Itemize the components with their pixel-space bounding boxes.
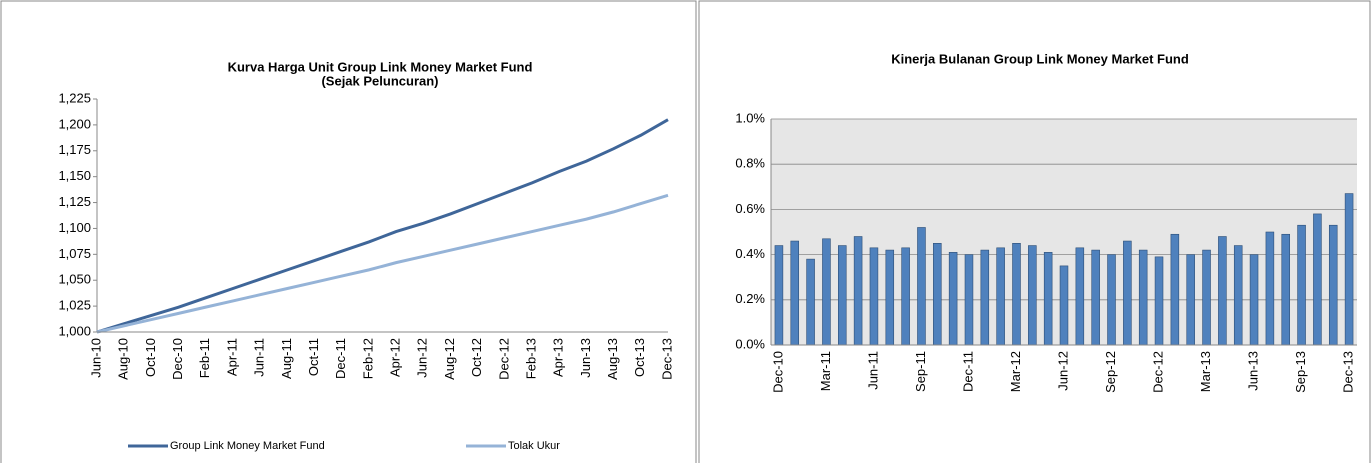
y-tick-label: 0.8% [735, 156, 765, 171]
legend-label: Tolak Ukur [508, 440, 560, 452]
bar [964, 254, 974, 346]
bar [1249, 254, 1259, 346]
x-tick-label: Dec-12 [1150, 351, 1165, 393]
y-tick-label: 1,150 [58, 168, 91, 183]
x-tick-label: Jun-13 [1245, 351, 1260, 391]
bar [885, 249, 895, 346]
x-tick-label: Jun-11 [865, 351, 880, 390]
x-tick-label: Sep-11 [913, 351, 928, 392]
x-tick-label: Apr-11 [224, 338, 239, 376]
x-tick-label: Feb-13 [523, 338, 538, 379]
x-tick-label: Mar-13 [1198, 351, 1213, 392]
bar [1297, 224, 1306, 346]
bar [1028, 245, 1037, 346]
bar [869, 247, 879, 346]
x-tick-label: Oct-10 [143, 338, 158, 377]
y-tick-label: 1,050 [58, 272, 91, 287]
bar [1012, 243, 1021, 346]
y-tick-label: 1,225 [58, 90, 91, 105]
y-tick-label: 1,200 [58, 116, 91, 131]
x-tick-label: Aug-11 [279, 338, 294, 379]
bar [1218, 236, 1227, 346]
chart-title: Kinerja Bulanan Group Link Money Market … [891, 51, 1189, 66]
y-tick-label: 0.4% [735, 246, 765, 261]
y-tick-label: 0.6% [735, 201, 765, 216]
x-tick-label: Aug-12 [442, 338, 457, 380]
bar [917, 227, 926, 346]
x-tick-label: Oct-12 [469, 338, 484, 377]
bar [1265, 231, 1275, 346]
x-tick-label: Dec-12 [496, 338, 511, 380]
x-tick-label: Sep-12 [1103, 351, 1118, 393]
x-tick-label: Mar-11 [818, 351, 833, 391]
y-tick-label: 1,175 [58, 142, 91, 157]
y-tick-label: 1,075 [58, 246, 91, 261]
x-tick-label: Apr-12 [388, 338, 403, 377]
bar [1043, 252, 1053, 346]
x-tick-label: Oct-13 [632, 338, 647, 377]
legend-label: Group Link Money Market Fund [170, 440, 325, 452]
y-tick-label: 0.0% [735, 336, 765, 351]
x-tick-label: Jun-11 [252, 338, 267, 377]
x-tick-label: Oct-11 [306, 338, 321, 376]
bar [853, 236, 863, 346]
y-tick-label: 1,025 [58, 298, 91, 313]
x-tick-label: Jun-10 [88, 338, 103, 378]
x-tick-label: Aug-13 [605, 338, 620, 380]
x-tick-label: Apr-13 [551, 338, 566, 377]
x-tick-label: Feb-11 [197, 338, 212, 378]
bar [1170, 233, 1180, 346]
bar [996, 247, 1005, 346]
bar [1075, 247, 1085, 346]
y-tick-label: 1,100 [58, 220, 91, 235]
chart-title: Kurva Harga Unit Group Link Money Market… [228, 59, 533, 74]
x-tick-label: Aug-10 [116, 338, 131, 380]
bar [1344, 193, 1354, 346]
bar [980, 249, 990, 346]
bar [1313, 213, 1322, 346]
bar [1233, 245, 1243, 346]
x-tick-label: Dec-10 [170, 338, 185, 380]
y-tick-label: 1,125 [58, 194, 91, 209]
x-tick-label: Dec-11 [960, 351, 975, 392]
x-tick-label: Feb-12 [360, 338, 375, 379]
bar [838, 245, 847, 346]
left-panel [0, 0, 697, 463]
bar [948, 252, 958, 346]
x-tick-label: Dec-13 [1341, 351, 1356, 393]
bar [806, 258, 815, 346]
series-line [96, 118, 669, 334]
x-tick-label: Dec-13 [659, 338, 674, 380]
bar [1107, 254, 1116, 346]
bar [933, 243, 942, 346]
x-tick-label: Jun-13 [578, 338, 593, 378]
x-tick-label: Dec-10 [770, 351, 785, 393]
bar [1059, 265, 1069, 346]
bar [1138, 249, 1148, 346]
bar [1186, 254, 1195, 346]
bar [1328, 224, 1338, 346]
x-tick-label: Jun-12 [415, 338, 430, 378]
bar [774, 245, 784, 346]
bar [1202, 249, 1211, 346]
bar [1123, 240, 1132, 346]
x-tick-label: Jun-12 [1055, 351, 1070, 391]
chart-subtitle: (Sejak Peluncuran) [321, 73, 438, 88]
y-tick-label: 1.0% [735, 110, 765, 125]
bar [901, 247, 910, 346]
bar [1281, 233, 1290, 346]
bar [1091, 249, 1100, 346]
y-tick-label: 1,000 [58, 323, 91, 338]
x-tick-label: Mar-12 [1008, 351, 1023, 392]
x-tick-label: Dec-11 [333, 338, 348, 379]
series-line [96, 193, 669, 334]
bar [822, 238, 831, 346]
x-tick-label: Sep-13 [1293, 351, 1308, 393]
bar [790, 240, 800, 346]
bar [1154, 256, 1164, 346]
y-tick-label: 0.2% [735, 291, 765, 306]
